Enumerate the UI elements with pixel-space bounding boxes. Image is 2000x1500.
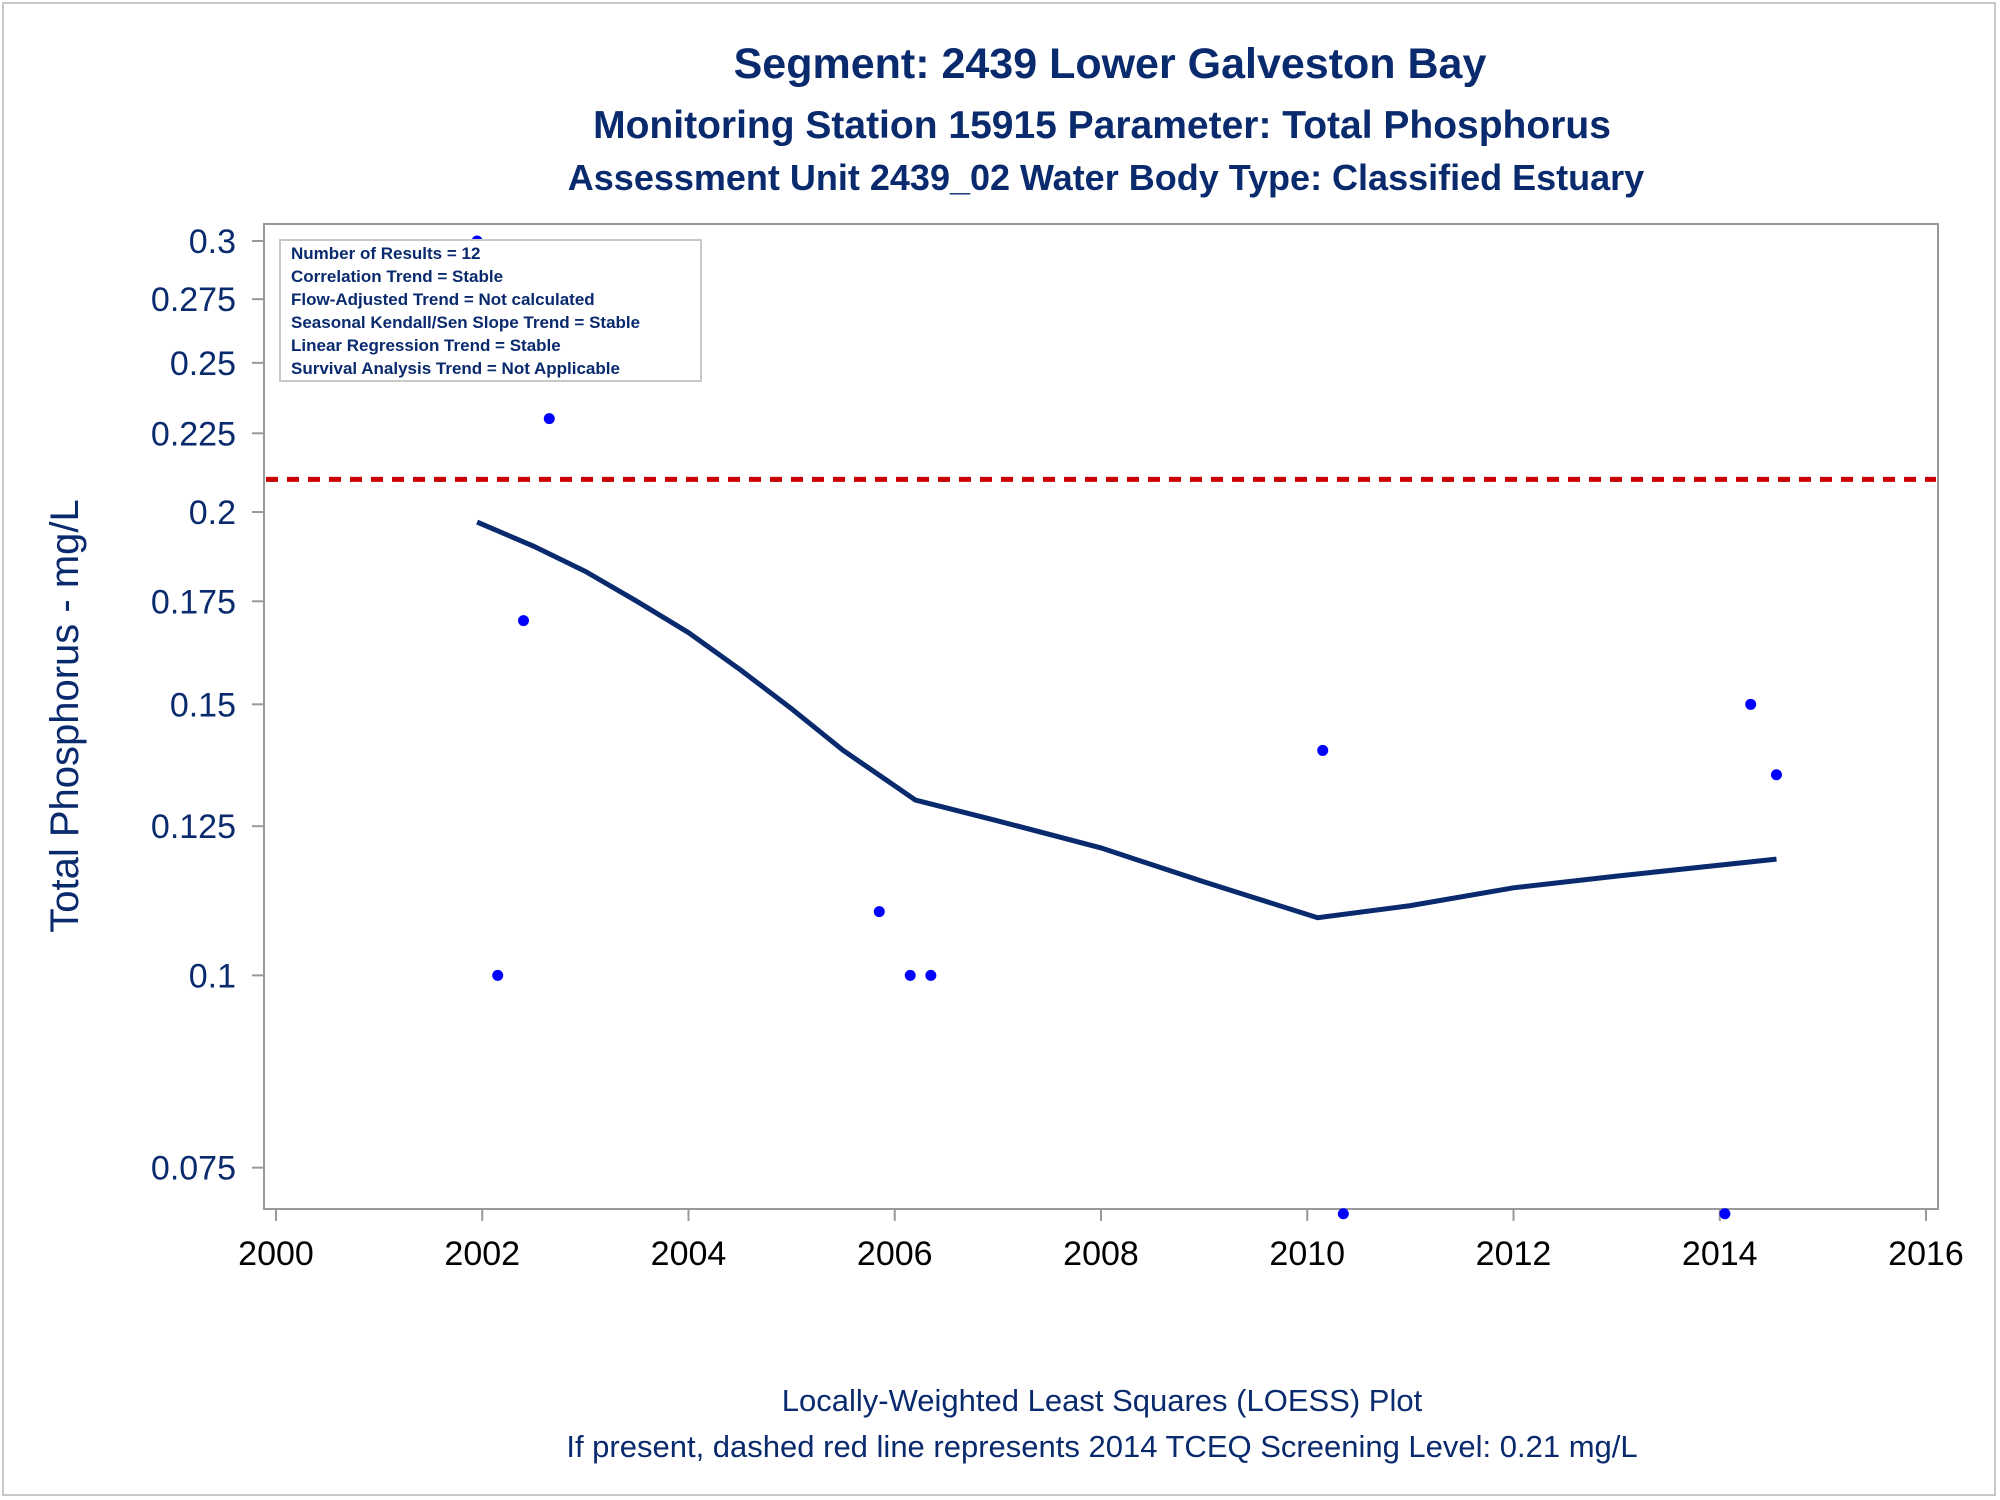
loess-line [476, 519, 1777, 921]
chart-subtitle-2: Assessment Unit 2439_02 Water Body Type:… [568, 157, 1644, 198]
y-tick-label: 0.1 [189, 957, 236, 995]
y-tick-label: 0.125 [151, 808, 236, 846]
data-point [1745, 698, 1757, 710]
data-points [471, 235, 1782, 1220]
footnote-loess: Locally-Weighted Least Squares (LOESS) P… [782, 1383, 1423, 1418]
y-tick-label: 0.25 [170, 345, 236, 383]
data-point [1770, 769, 1782, 781]
data-point [518, 615, 529, 627]
x-tick-label: 2002 [444, 1235, 520, 1273]
y-tick-label: 0.3 [189, 223, 236, 261]
data-point [492, 969, 504, 981]
stats-box: Number of Results = 12 Correlation Trend… [279, 239, 702, 382]
data-point [873, 906, 885, 918]
stat-number-of-results: Number of Results = 12 [291, 244, 480, 263]
x-tick-label: 2006 [857, 1235, 933, 1273]
data-point [1317, 744, 1329, 756]
data-point [1337, 1208, 1349, 1220]
stat-seasonal-kendall-trend: Seasonal Kendall/Sen Slope Trend = Stabl… [291, 313, 640, 332]
x-tick-label: 2000 [238, 1235, 314, 1273]
data-point [1719, 1208, 1731, 1220]
y-tick-label: 0.15 [170, 686, 236, 724]
y-tick-label: 0.2 [189, 494, 236, 532]
stats-box-border [279, 239, 702, 382]
x-axis: 2000 2002 2004 2006 2008 2010 2012 2014 2016 [238, 1209, 1964, 1273]
chart-subtitle: Monitoring Station 15915 Parameter: Tota… [593, 104, 1611, 147]
chart-title: Segment: 2439 Lower Galveston Bay [734, 40, 1487, 88]
y-tick-label: 0.075 [151, 1150, 236, 1188]
data-point [925, 969, 937, 981]
y-axis-label: Total Phosphorus - mg/L [43, 499, 87, 933]
data-point [543, 413, 555, 425]
x-tick-label: 2004 [651, 1235, 727, 1273]
stat-linear-regression-trend: Linear Regression Trend = Stable [291, 336, 561, 355]
x-tick-label: 2008 [1063, 1235, 1139, 1273]
x-tick-label: 2010 [1269, 1235, 1345, 1273]
x-tick-label: 2012 [1476, 1235, 1552, 1273]
stat-correlation-trend: Correlation Trend = Stable [291, 267, 503, 286]
x-tick-label: 2014 [1682, 1235, 1758, 1273]
data-point [904, 969, 916, 981]
stat-flow-adjusted-trend: Flow-Adjusted Trend = Not calculated [291, 290, 595, 309]
y-tick-label: 0.225 [151, 415, 236, 453]
x-tick-label: 2016 [1888, 1235, 1964, 1273]
stat-survival-analysis-trend: Survival Analysis Trend = Not Applicable [291, 359, 620, 378]
y-tick-label: 0.275 [151, 281, 236, 319]
footnote-screening-level: If present, dashed red line represents 2… [566, 1429, 1637, 1464]
y-tick-label: 0.175 [151, 583, 236, 621]
y-axis: 0.075 0.1 0.125 0.15 0.175 0.2 0.225 0.25 0.275 0… [151, 223, 264, 1188]
